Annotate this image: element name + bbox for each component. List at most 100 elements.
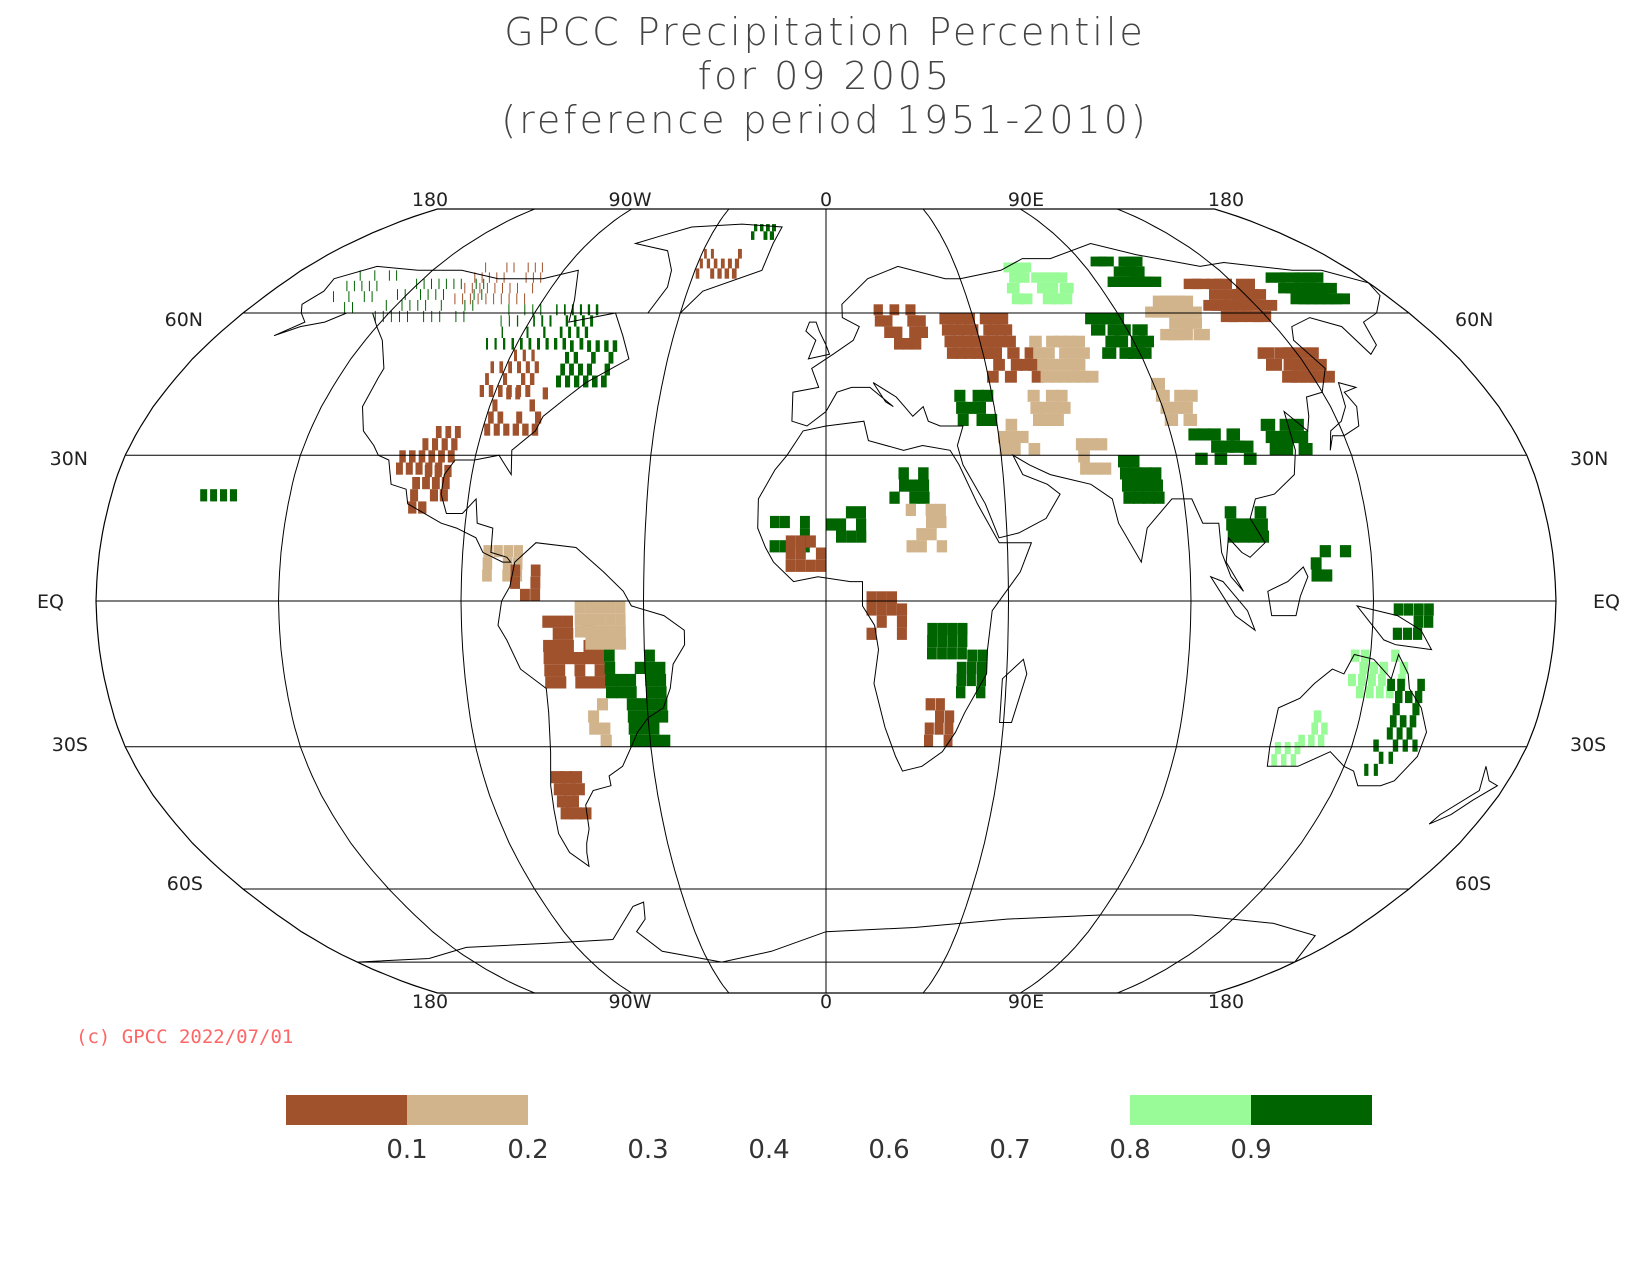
legend-swatch-wet — [1130, 1095, 1251, 1125]
percentile-cell-wet — [1284, 742, 1291, 755]
percentile-cell-very-wet — [385, 299, 387, 311]
percentile-cell-very-dry — [575, 676, 587, 689]
percentile-cell-very-dry — [1235, 278, 1255, 290]
percentile-cell-very-wet — [954, 389, 966, 402]
percentile-cell-very-wet — [855, 506, 866, 519]
percentile-cell-very-wet — [503, 338, 506, 350]
lon-label-top-0: 0 — [820, 189, 832, 211]
map-border — [95, 208, 1557, 994]
percentile-cell-very-dry — [944, 335, 956, 348]
percentile-cell-very-wet — [353, 280, 355, 292]
percentile-cell-very-dry — [961, 335, 973, 348]
percentile-cell-very-dry — [995, 335, 1008, 348]
percentile-cell-very-wet — [856, 518, 867, 531]
percentile-cell-very-dry — [503, 373, 508, 385]
percentile-cell-very-wet — [573, 351, 578, 364]
percentile-cell-very-dry — [886, 603, 897, 616]
percentile-cell-dry — [574, 613, 585, 626]
percentile-cell-very-wet — [443, 289, 444, 300]
percentile-cell-very-wet — [352, 302, 353, 313]
percentile-cell-dry — [1067, 370, 1081, 383]
percentile-cell-very-wet — [646, 698, 658, 711]
percentile-cell-dry — [600, 734, 612, 747]
percentile-cell-very-wet — [1329, 293, 1350, 305]
percentile-cell-very-wet — [976, 413, 988, 426]
legend-tick-0-6: 0.6 — [868, 1135, 910, 1165]
percentile-cell-very-dry — [924, 734, 934, 747]
percentile-cell-dry — [605, 601, 616, 614]
graticule — [96, 208, 1556, 994]
percentile-cell-very-wet — [1129, 467, 1142, 480]
percentile-cell-very-wet — [1260, 418, 1276, 431]
percentile-cell-very-wet — [634, 661, 646, 674]
percentile-cell-very-wet — [947, 647, 957, 660]
percentile-cell-very-wet — [845, 506, 856, 519]
percentile-cell-very-wet — [1237, 530, 1249, 543]
percentile-cell-very-dry — [500, 293, 502, 305]
percentile-cell-very-dry — [925, 698, 935, 711]
percentile-cell-dry — [926, 528, 937, 541]
percentile-cell-wet — [1317, 734, 1325, 747]
percentile-cell-very-wet — [423, 310, 425, 323]
percentile-cell-very-dry — [574, 664, 586, 677]
percentile-cell-very-dry — [734, 258, 740, 269]
percentile-cell-very-dry — [424, 464, 432, 478]
percentile-cell-dry — [1078, 450, 1090, 463]
lat-label-right-eq: EQ — [1593, 591, 1620, 613]
percentile-cell-very-wet — [1280, 272, 1301, 283]
percentile-cell-very-wet — [1254, 506, 1267, 519]
percentile-cell-dry — [482, 569, 492, 582]
percentile-cell-wet — [1271, 754, 1277, 767]
percentile-cell-very-wet — [977, 661, 987, 674]
percentile-cell-very-wet — [966, 673, 976, 687]
percentile-cell-very-wet — [1243, 452, 1257, 465]
percentile-cell-dry — [1051, 413, 1064, 426]
meridian-line — [277, 208, 535, 994]
percentile-cell-very-wet — [616, 686, 627, 699]
map-title: GPCC Precipitation Percentile for 09 200… — [0, 10, 1650, 142]
percentile-cell-very-wet — [1265, 272, 1286, 283]
percentile-cell-very-wet — [463, 310, 465, 323]
percentile-cell-very-wet — [1102, 347, 1117, 359]
percentile-cell-very-dry — [987, 313, 1000, 325]
percentile-cell-very-dry — [525, 385, 531, 397]
percentile-cell-very-wet — [1109, 313, 1125, 325]
percentile-cell-very-dry — [532, 272, 534, 283]
lon-label-top-90w: 90W — [609, 189, 652, 211]
percentile-cell-wet — [1274, 742, 1281, 755]
percentile-cell-dry — [905, 503, 916, 516]
percentile-cell-very-dry — [474, 272, 476, 283]
percentile-cell-dry — [935, 503, 946, 516]
percentile-cell-very-wet — [348, 291, 350, 303]
percentile-cell-very-dry — [873, 304, 883, 316]
percentile-cell-dry — [1168, 328, 1185, 341]
percentile-cell-very-wet — [579, 338, 584, 350]
percentile-cell-very-dry — [481, 272, 483, 283]
percentile-cell-very-wet — [404, 289, 406, 300]
percentile-cell-very-wet — [578, 363, 583, 376]
percentile-cell-very-wet — [763, 231, 768, 240]
percentile-cell-very-wet — [1388, 751, 1393, 764]
percentile-cell-very-dry — [717, 268, 722, 279]
percentile-cell-very-dry — [527, 262, 529, 273]
percentile-cell-very-dry — [396, 462, 403, 475]
percentile-cell-very-dry — [738, 248, 742, 259]
percentile-cell-very-wet — [1127, 455, 1140, 468]
percentile-cell-wet — [1011, 293, 1025, 305]
percentile-cell-very-dry — [522, 423, 529, 436]
percentile-cell-very-wet — [1153, 491, 1165, 504]
percentile-cell-very-wet — [396, 270, 398, 281]
percentile-cell-very-wet — [540, 304, 542, 316]
percentile-cell-very-wet — [1417, 678, 1425, 691]
percentile-cell-very-wet — [586, 363, 592, 376]
lon-label-bottom-0: 0 — [820, 991, 832, 1013]
legend-tick-0-8: 0.8 — [1109, 1135, 1151, 1165]
percentile-cell-very-wet — [1412, 739, 1418, 752]
percentile-cell-very-dry — [513, 262, 515, 273]
percentile-cell-very-wet — [565, 375, 571, 388]
percentile-cell-very-wet — [1128, 347, 1143, 359]
percentile-cell-very-wet — [528, 338, 532, 350]
percentile-cell-dry — [1089, 462, 1102, 475]
percentile-cell-very-wet — [780, 515, 790, 529]
percentile-cell-wet — [1038, 272, 1053, 283]
